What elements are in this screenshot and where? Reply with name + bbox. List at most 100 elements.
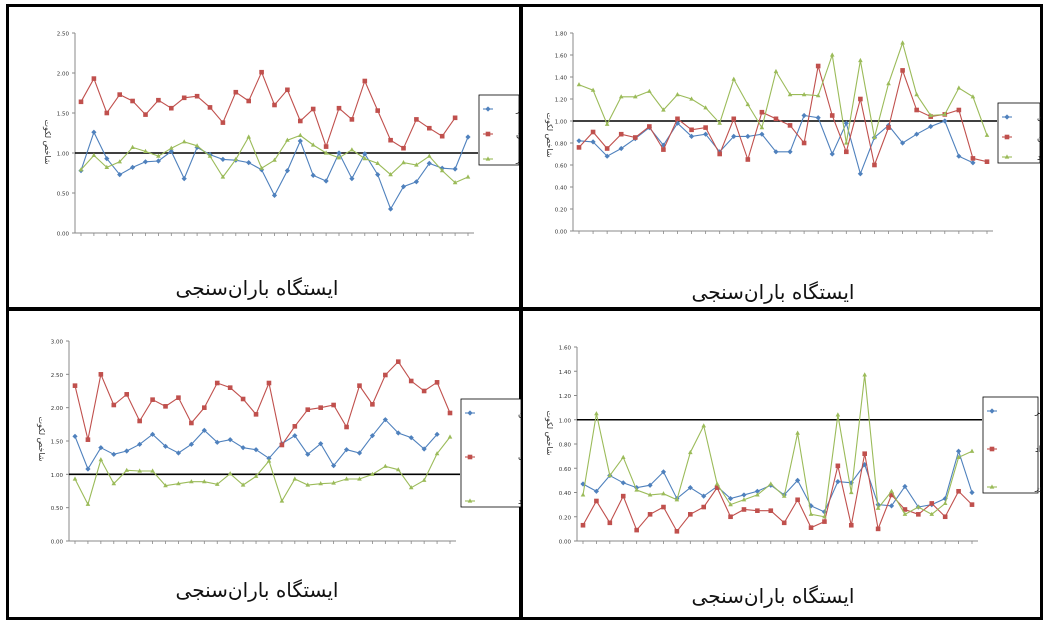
- data-point: [815, 115, 821, 121]
- data-point: [253, 473, 259, 478]
- data-point: [253, 447, 259, 453]
- data-point: [383, 463, 388, 468]
- series-2: [580, 451, 975, 534]
- series-line: [80, 70, 456, 149]
- legend-marker: [467, 410, 473, 416]
- y-tick-label: 0.40: [559, 491, 572, 497]
- data-point: [848, 489, 854, 495]
- series-line: [578, 41, 988, 144]
- data-point: [175, 450, 182, 456]
- y-tick-label: 0.00: [555, 230, 568, 236]
- data-point: [400, 184, 407, 190]
- data-point: [452, 115, 458, 121]
- data-point: [395, 430, 401, 436]
- y-tick-label: 0.80: [555, 142, 568, 148]
- series-3: [576, 40, 990, 145]
- data-point: [731, 133, 737, 139]
- data-point: [801, 92, 807, 97]
- data-point: [421, 477, 427, 482]
- data-point: [728, 514, 733, 520]
- data-point: [727, 495, 734, 502]
- data-point: [689, 127, 694, 133]
- data-point: [266, 458, 272, 463]
- y-tick-label: 1.60: [555, 54, 568, 60]
- data-point: [674, 529, 680, 534]
- data-point: [169, 105, 174, 111]
- chart-panel-autumn: 0.00 0.50 1.00 1.50 2.00 2.50 مهر آبان آذر شاخص ل…: [6, 4, 522, 310]
- data-point: [815, 93, 821, 98]
- data-point: [104, 164, 110, 169]
- data-point: [318, 405, 323, 410]
- chart-panel-summer: 0.00 0.20 0.40 0.60 0.80 1.00 1.20 1.40 1.60 تیر م…: [522, 310, 1043, 620]
- y-tick-label: 0.50: [57, 192, 70, 198]
- data-point: [388, 206, 394, 212]
- data-point: [370, 471, 375, 476]
- data-point: [759, 109, 765, 115]
- data-point: [439, 168, 445, 173]
- data-point: [331, 463, 337, 469]
- data-point: [969, 502, 975, 507]
- y-tick-label: 0.20: [555, 208, 568, 214]
- legend-box: [997, 102, 1041, 164]
- x-axis-title: ایستگاه باران‌سنجی: [692, 280, 855, 304]
- data-point: [72, 433, 78, 439]
- data-point: [297, 138, 303, 144]
- data-point: [745, 101, 751, 107]
- data-point: [292, 476, 298, 481]
- data-point: [388, 172, 393, 177]
- data-point: [604, 146, 610, 151]
- data-point: [349, 176, 355, 182]
- data-point: [98, 457, 104, 462]
- data-point: [369, 433, 376, 439]
- line-chart-autumn: 0.00 0.50 1.00 1.50 2.00 2.50 مهر آبان آذر شاخص ل…: [43, 32, 519, 300]
- series-3: [580, 372, 975, 519]
- data-point: [745, 157, 751, 162]
- data-point: [169, 145, 174, 150]
- data-point: [781, 493, 787, 498]
- data-point: [98, 372, 104, 377]
- data-point: [728, 502, 733, 507]
- legend-marker: [989, 408, 995, 414]
- data-point: [156, 97, 161, 103]
- y-tick-label: 1.50: [51, 440, 64, 446]
- data-point: [822, 519, 827, 524]
- data-point: [795, 477, 801, 483]
- y-axis-label: شاخص لکوت: [545, 411, 554, 456]
- data-point: [703, 105, 708, 110]
- data-point: [163, 483, 168, 488]
- data-point: [970, 160, 976, 166]
- data-point: [143, 112, 148, 117]
- data-point: [284, 168, 290, 174]
- legend-label: فروردین: [518, 409, 522, 419]
- data-point: [246, 160, 252, 166]
- data-point: [717, 120, 722, 125]
- data-point: [821, 509, 828, 515]
- legend-label: اسفند: [1037, 153, 1041, 163]
- data-point: [452, 180, 458, 185]
- series-line: [582, 374, 973, 518]
- data-point: [181, 139, 187, 144]
- data-point: [703, 125, 708, 130]
- data-point: [634, 527, 639, 533]
- data-point: [401, 145, 406, 151]
- data-point: [447, 434, 453, 439]
- data-point: [942, 111, 948, 116]
- legend-label: خرداد: [518, 497, 522, 507]
- data-point: [72, 383, 78, 388]
- legend-marker: [485, 131, 491, 137]
- data-point: [344, 476, 349, 481]
- data-point: [85, 466, 91, 472]
- data-point: [331, 402, 336, 408]
- data-point: [155, 158, 161, 164]
- data-point: [214, 481, 220, 486]
- data-point: [336, 105, 342, 111]
- data-point: [688, 512, 693, 517]
- data-point: [942, 118, 948, 124]
- series-2: [72, 359, 453, 448]
- x-axis-title: ایستگاه باران‌سنجی: [176, 578, 339, 602]
- y-tick-label: 1.80: [555, 32, 568, 38]
- legend-marker: [989, 446, 995, 452]
- data-point: [383, 372, 388, 378]
- data-point: [189, 479, 194, 484]
- data-point: [661, 147, 666, 152]
